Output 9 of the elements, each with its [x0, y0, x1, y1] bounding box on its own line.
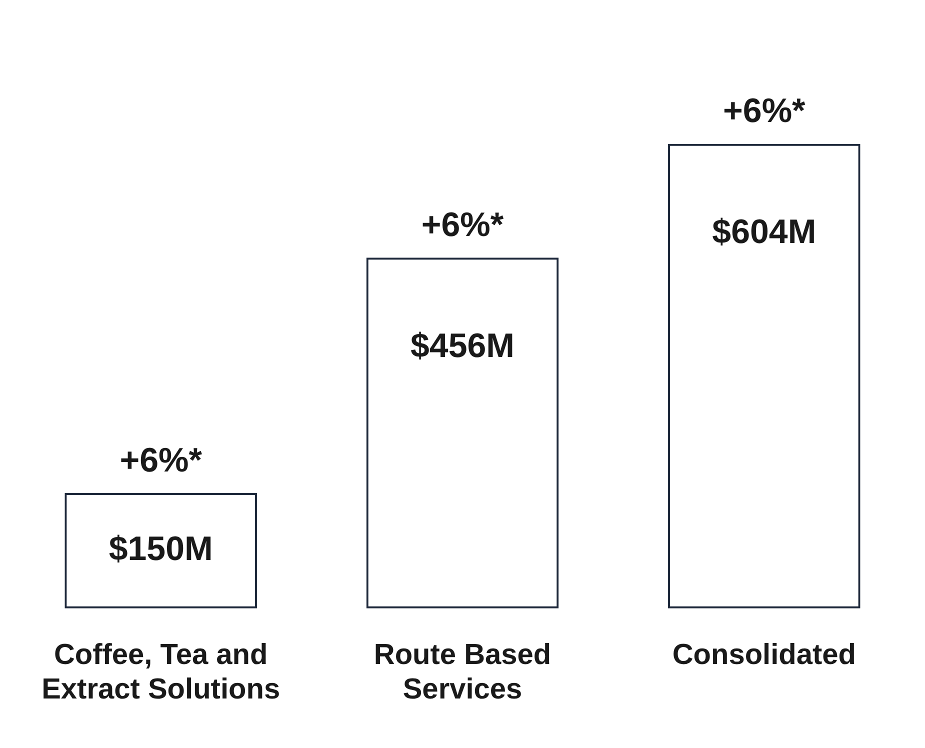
annotation: +6%*	[421, 206, 504, 244]
data-label: $604M	[712, 213, 816, 252]
x-tick-label: Coffee, Tea and Extract Solutions	[42, 638, 280, 706]
data-label: $456M	[410, 327, 514, 366]
x-tick-label: Route Based Services	[374, 638, 552, 706]
annotation: +6%*	[120, 441, 203, 480]
x-tick-label: Consolidated	[672, 638, 856, 671]
annotation: +6%*	[723, 92, 806, 130]
data-label: $150M	[108, 530, 213, 568]
